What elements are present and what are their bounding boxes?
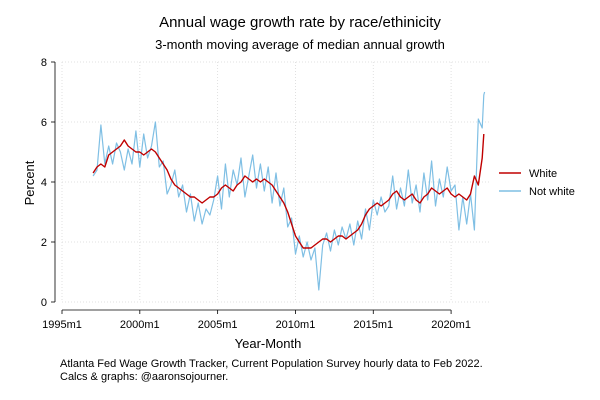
legend-label-white: White	[529, 168, 557, 180]
legend-label-not-white: Not white	[529, 186, 575, 198]
x-tick-label: 2000m1	[120, 319, 160, 331]
y-tick-label: 8	[41, 57, 47, 69]
grid	[61, 61, 490, 303]
chart-subtitle: 3-month moving average of median annual …	[155, 37, 445, 52]
source-note-line-1: Atlanta Fed Wage Growth Tracker, Current…	[60, 358, 483, 370]
x-tick-label: 2005m1	[198, 319, 238, 331]
series-line-white	[92, 133, 485, 249]
x-tick-label: 2020m1	[431, 319, 471, 331]
y-tick-label: 6	[41, 117, 47, 129]
series	[92, 91, 486, 291]
x-tick-label: 2010m1	[276, 319, 316, 331]
x-axis-title: Year-Month	[235, 336, 302, 351]
axes: 0 2 4 6 8 1995m1 2000m1 2005m1 2010m1 2015m1 2020m…	[41, 57, 471, 331]
chart-title: Annual wage growth rate by race/ethinici…	[159, 14, 441, 31]
source-note-line-2: Calcs & graphs: @aaronsojourner.	[60, 371, 229, 383]
x-tick-label: 1995m1	[42, 319, 82, 331]
y-tick-label: 4	[41, 177, 47, 189]
legend: White Not white	[499, 168, 575, 198]
source-note: Atlanta Fed Wage Growth Tracker, Current…	[60, 358, 483, 384]
y-tick-label: 0	[41, 297, 47, 309]
y-axis-title: Percent	[22, 160, 37, 205]
y-tick-label: 2	[41, 237, 47, 249]
x-tick-label: 2015m1	[353, 319, 393, 331]
series-line-not-white	[92, 91, 486, 291]
